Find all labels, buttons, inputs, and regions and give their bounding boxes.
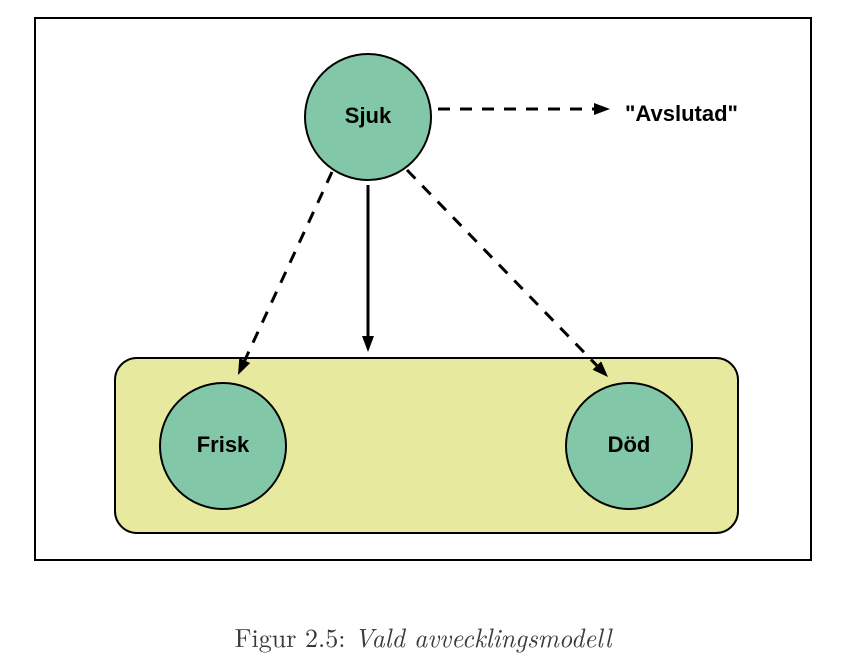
figure-caption: Figur 2.5: Vald avvecklingsmodell [0, 618, 846, 655]
label-avslutad: "Avslutad" [625, 101, 738, 126]
figure-caption-label: Figur 2.5: [235, 618, 346, 655]
diagram-svg: Sjuk Frisk Död "Avslutad" [0, 0, 846, 666]
node-label-sjuk: Sjuk [345, 103, 392, 128]
node-label-frisk: Frisk [197, 432, 250, 457]
figure-caption-title: Vald avvecklingsmodell [354, 618, 611, 655]
node-label-dod: Död [608, 432, 651, 457]
page: Sjuk Frisk Död "Avslutad" Figur 2.5: Vald a… [0, 0, 846, 666]
